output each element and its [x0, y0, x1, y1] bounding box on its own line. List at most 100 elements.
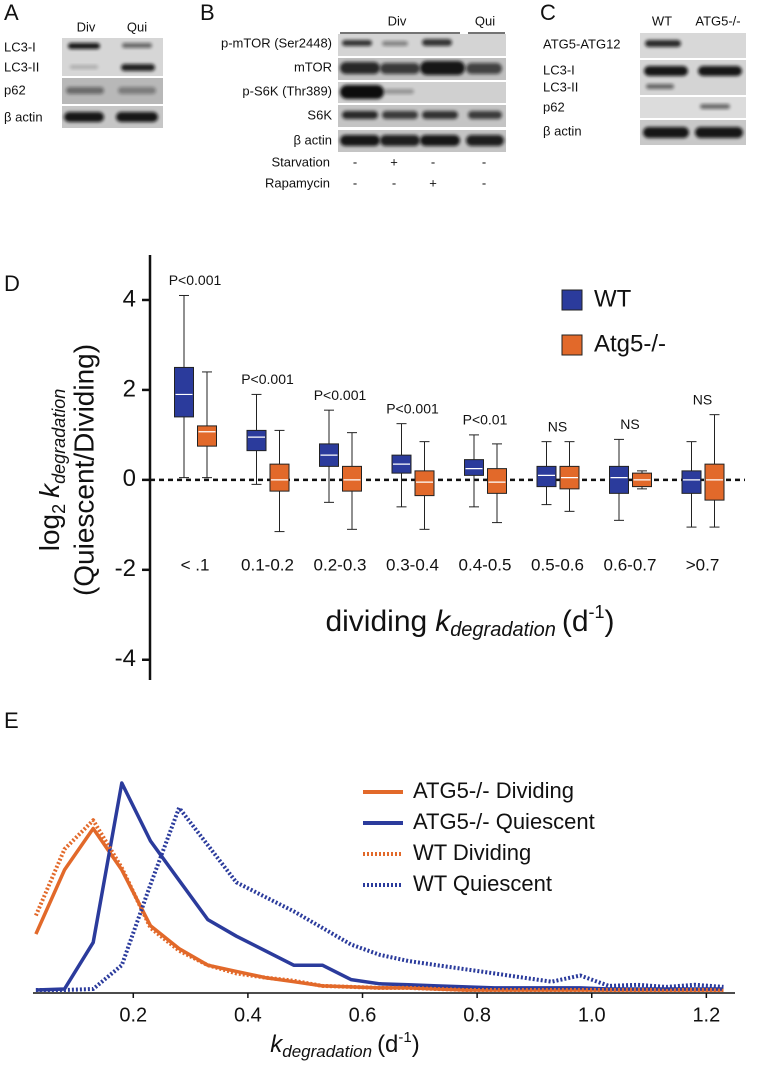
blot-band — [342, 111, 378, 119]
y-label-sub: degradation — [49, 389, 69, 484]
row-label: mTOR — [294, 59, 332, 74]
box — [609, 465, 629, 494]
blot-panel-c: C WT ATG5-/- ATG5-ATG12 LC3-I LC3-II p62… — [540, 0, 746, 145]
blot-strip — [338, 105, 506, 127]
legend-label: ATG5-/- Quiescent — [413, 809, 595, 834]
annotation: NS — [548, 418, 567, 434]
y-tick-label: 2 — [123, 375, 136, 402]
treatment-sign: - — [482, 154, 486, 169]
x-tick-label: 0.6-0.7 — [604, 555, 657, 574]
x-label-part: (d — [562, 605, 589, 638]
blot-band — [466, 63, 502, 74]
legend-swatch — [561, 289, 583, 311]
lane-label: WT — [652, 13, 672, 28]
row-label: p62 — [4, 82, 26, 97]
x-label-sub: degradation — [450, 619, 556, 641]
y-label-sub: 2 — [49, 504, 69, 514]
blot-band — [121, 64, 155, 71]
group-label: Div — [388, 13, 407, 28]
treatment-sign: - — [482, 175, 486, 190]
blot-band — [116, 112, 158, 122]
legend-label: WT Dividing — [413, 840, 531, 865]
panel-letter: C — [540, 0, 556, 25]
x-tick-label: 0.4 — [234, 1004, 262, 1026]
x-label-part: dividing — [325, 605, 427, 638]
x-tick-label: < .1 — [181, 555, 210, 574]
blot-panel-b: B Div Qui p-mTOR (Ser2448) mTOR p-S6K (T… — [200, 0, 506, 190]
x-label-part: ) — [412, 1031, 420, 1058]
legend-label: WT Quiescent — [413, 871, 552, 896]
x-label-sup: -1 — [589, 602, 605, 622]
series-line — [35, 805, 724, 992]
y-tick-label: -4 — [115, 645, 136, 672]
x-tick-label: 1.0 — [578, 1004, 606, 1026]
y-axis-label: (Quiescent/Dividing) — [68, 344, 99, 596]
x-label-part: k — [270, 1031, 284, 1058]
blot-band — [422, 111, 458, 119]
blot-band — [468, 111, 502, 119]
treatment-sign: + — [429, 175, 437, 190]
y-label-part: log — [34, 514, 65, 551]
row-label: p-mTOR (Ser2448) — [221, 35, 332, 50]
treatment-sign: - — [392, 175, 396, 190]
blot-band — [700, 104, 730, 109]
blot-band — [422, 39, 452, 46]
x-label-sub: degradation — [282, 1042, 372, 1061]
annotation: P<0.001 — [169, 272, 222, 288]
box — [464, 459, 484, 476]
treatment-sign: - — [431, 154, 435, 169]
y-tick-label: 4 — [123, 285, 136, 312]
blot-band — [380, 63, 420, 74]
legend-label: ATG5-/- Dividing — [413, 778, 574, 803]
box — [174, 366, 194, 418]
annotation: NS — [620, 416, 639, 432]
panel-letter: A — [4, 0, 19, 25]
y-axis-label: log2 kdegradation — [34, 389, 68, 551]
box — [269, 463, 290, 492]
blot-band — [340, 62, 380, 74]
blot-band — [384, 89, 414, 94]
box — [536, 465, 557, 488]
blot-band — [66, 87, 104, 94]
y-label-part: k — [34, 482, 65, 498]
box — [681, 470, 702, 494]
x-tick-label: 0.2-0.3 — [314, 555, 367, 574]
blot-band — [643, 127, 689, 138]
x-tick-label: 0.2 — [119, 1004, 147, 1026]
x-label-part: k — [435, 605, 452, 638]
box — [197, 425, 217, 447]
blot-band — [380, 135, 420, 146]
legend-swatch — [561, 334, 583, 356]
lane-label: ATG5-/- — [695, 13, 740, 28]
x-tick-label: 0.1-0.2 — [241, 555, 294, 574]
row-label: LC3-I — [543, 62, 575, 77]
treatment-label: Rapamycin — [265, 175, 330, 190]
annotation: P<0.001 — [314, 387, 367, 403]
treatment-sign: - — [353, 154, 357, 169]
blot-strip — [338, 34, 506, 56]
x-tick-label: 0.4-0.5 — [459, 555, 512, 574]
annotation: P<0.01 — [463, 412, 508, 428]
row-label: β actin — [543, 123, 582, 138]
row-label: ATG5-ATG12 — [543, 36, 621, 51]
blot-strip — [640, 97, 746, 118]
x-tick-label: 1.2 — [692, 1004, 720, 1026]
row-label: p62 — [543, 99, 565, 114]
box — [487, 468, 507, 494]
treatment-label: Starvation — [271, 154, 330, 169]
blot-band — [420, 61, 465, 75]
treatment-sign: + — [390, 154, 398, 169]
box — [414, 470, 435, 497]
blot-band — [68, 43, 100, 49]
x-tick-label: 0.5-0.6 — [531, 555, 584, 574]
row-label: LC3-II — [543, 79, 578, 94]
x-tick-label: 0.3-0.4 — [386, 555, 439, 574]
series-line — [34, 818, 724, 992]
panel-letter: D — [4, 271, 20, 296]
box-chart: D log2kdegradation (Quiescent/Dividing) … — [4, 255, 745, 680]
blot-band — [340, 85, 384, 99]
row-label: p-S6K (Thr389) — [242, 83, 332, 98]
treatment-sign: - — [353, 175, 357, 190]
